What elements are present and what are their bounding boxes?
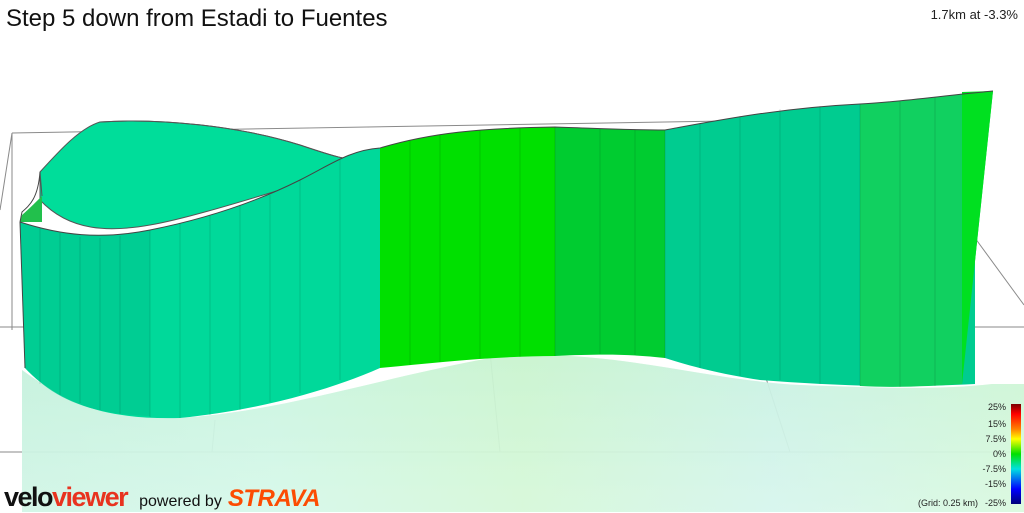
gradient-color-scale (1011, 404, 1021, 504)
page-title: Step 5 down from Estadi to Fuentes (6, 5, 388, 32)
legend-label-neg-7-5: -7.5% (982, 464, 1006, 474)
profile-ribbon-front (19, 90, 994, 419)
veloviewer-logo[interactable]: veloviewer (4, 482, 129, 513)
gradient-legend: 25% 15% 7.5% 0% -7.5% -15% -25% (942, 402, 1022, 510)
branding-footer: veloviewer powered by STRAVA (4, 482, 320, 512)
legend-label-neg-15: -15% (984, 479, 1006, 489)
segment-summary: 1.7km at -3.3% (930, 7, 1018, 22)
strava-logo[interactable]: STRAVA (227, 485, 321, 512)
legend-label-neg-25: -25% (984, 498, 1006, 508)
logo-velo-text: velo (4, 482, 54, 512)
powered-by-text: powered by (139, 493, 222, 510)
legend-label-0: 0% (992, 449, 1006, 459)
legend-label-7-5: 7.5% (985, 434, 1006, 444)
grid-scale-note: (Grid: 0.25 km) (917, 498, 978, 508)
legend-label-15: 15% (987, 419, 1006, 429)
legend-label-25: 25% (987, 402, 1006, 412)
logo-viewer-text: viewer (52, 482, 129, 512)
